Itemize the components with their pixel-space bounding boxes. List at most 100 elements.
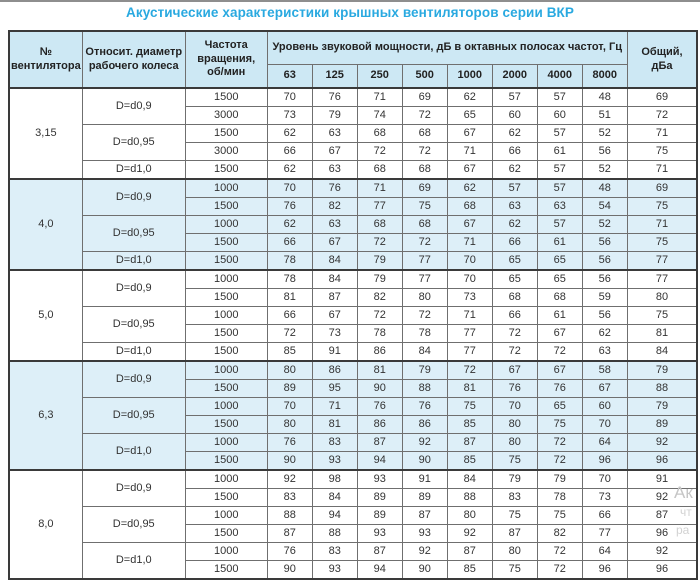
value-cell: 87 <box>446 542 493 561</box>
value-cell: 87 <box>491 524 538 543</box>
table-row: D=d0,95 1000 62 63 68 68 67 62 57 52 71 <box>9 215 698 252</box>
value-cell: 75 <box>401 197 448 216</box>
header-freq-1000: 1000 <box>446 64 493 89</box>
value-cell: 96 <box>581 560 628 580</box>
table-row: D=d0,95 1000 66 67 72 72 71 66 61 56 75 <box>9 306 698 343</box>
value-cell: 81 <box>311 415 358 434</box>
value-cell: 66 <box>491 142 538 161</box>
value-cell: 62 <box>491 215 538 234</box>
value-cell: 95 <box>311 379 358 398</box>
value-cell: 75 <box>491 506 538 525</box>
value-cell: 70 <box>266 87 313 107</box>
value-cell: 67 <box>536 360 583 380</box>
value-cell: 63 <box>581 342 628 362</box>
table-row: D=d0,95 1000 88 94 89 87 80 75 75 66 87 <box>9 506 698 543</box>
value-cell: 62 <box>266 160 313 180</box>
value-cell: 67 <box>446 124 493 143</box>
value-cell: 93 <box>401 524 448 543</box>
value-cell: 87 <box>356 433 403 452</box>
total-cell: 92 <box>626 488 698 507</box>
value-cell: 67 <box>311 142 358 161</box>
value-cell: 66 <box>266 142 313 161</box>
value-cell: 81 <box>266 288 313 307</box>
value-cell: 79 <box>536 469 583 489</box>
speed-cell: 1500 <box>184 160 268 180</box>
value-cell: 83 <box>266 488 313 507</box>
total-cell: 81 <box>626 324 698 343</box>
diameter-cell: D=d0,95 <box>81 124 186 161</box>
value-cell: 86 <box>401 415 448 434</box>
value-cell: 76 <box>266 542 313 561</box>
table-row: 1500 87 88 93 93 92 87 82 77 96 <box>9 524 698 543</box>
value-cell: 62 <box>491 160 538 180</box>
speed-cell: 3000 <box>184 106 268 125</box>
value-cell: 72 <box>401 142 448 161</box>
value-cell: 80 <box>401 288 448 307</box>
value-cell: 66 <box>266 233 313 252</box>
speed-cell: 1000 <box>184 433 268 452</box>
value-cell: 70 <box>581 469 628 489</box>
value-cell: 71 <box>446 306 493 325</box>
value-cell: 62 <box>266 124 313 143</box>
total-cell: 79 <box>626 360 698 380</box>
total-cell: 96 <box>626 524 698 543</box>
speed-cell: 1500 <box>184 233 268 252</box>
value-cell: 83 <box>311 433 358 452</box>
value-cell: 72 <box>536 451 583 471</box>
speed-cell: 1500 <box>184 524 268 543</box>
total-cell: 96 <box>626 451 698 471</box>
value-cell: 82 <box>311 197 358 216</box>
value-cell: 90 <box>266 560 313 580</box>
value-cell: 72 <box>491 342 538 362</box>
speed-cell: 1500 <box>184 451 268 471</box>
value-cell: 64 <box>581 433 628 452</box>
value-cell: 61 <box>536 306 583 325</box>
speed-cell: 1500 <box>184 197 268 216</box>
value-cell: 65 <box>446 106 493 125</box>
value-cell: 62 <box>491 124 538 143</box>
value-cell: 90 <box>266 451 313 471</box>
diameter-cell: D=d1,0 <box>81 160 186 180</box>
value-cell: 86 <box>356 415 403 434</box>
value-cell: 76 <box>266 197 313 216</box>
total-cell: 79 <box>626 397 698 416</box>
total-cell: 87 <box>626 506 698 525</box>
table-row: 1500 66 67 72 72 71 66 61 56 75 <box>9 233 698 252</box>
value-cell: 57 <box>536 178 583 198</box>
table-row: D=d1,0 1500 85 91 86 84 77 72 72 63 84 <box>9 342 698 362</box>
total-cell: 84 <box>626 342 698 362</box>
header-freq-63: 63 <box>266 64 313 89</box>
table-row: 4,0 D=d0,9 1000 70 76 71 69 62 57 57 48 69 <box>8 178 698 271</box>
value-cell: 94 <box>311 506 358 525</box>
value-cell: 52 <box>581 124 628 143</box>
header-freq-2000: 2000 <box>491 64 538 89</box>
value-cell: 71 <box>311 397 358 416</box>
value-cell: 86 <box>311 360 358 380</box>
total-cell: 75 <box>626 142 698 161</box>
value-cell: 74 <box>356 106 403 125</box>
value-cell: 57 <box>536 215 583 234</box>
value-cell: 57 <box>536 124 583 143</box>
acoustic-table: № вентилятора Относит. диаметр рабочего … <box>8 30 699 580</box>
value-cell: 80 <box>266 415 313 434</box>
value-cell: 80 <box>491 542 538 561</box>
diameter-cell: D=d1,0 <box>81 251 186 271</box>
value-cell: 68 <box>401 215 448 234</box>
total-cell: 77 <box>626 269 698 289</box>
value-cell: 72 <box>536 342 583 362</box>
value-cell: 61 <box>536 142 583 161</box>
value-cell: 57 <box>536 160 583 180</box>
value-cell: 65 <box>491 269 538 289</box>
value-cell: 84 <box>401 342 448 362</box>
total-cell: 71 <box>626 124 698 143</box>
value-cell: 90 <box>401 451 448 471</box>
table-row: 1500 72 73 78 78 77 72 67 62 81 <box>9 324 698 343</box>
value-cell: 87 <box>311 288 358 307</box>
value-cell: 88 <box>446 488 493 507</box>
value-cell: 72 <box>401 233 448 252</box>
table-row: D=d0,95 1000 70 71 76 76 75 70 65 60 79 <box>9 397 698 434</box>
value-cell: 71 <box>446 233 493 252</box>
value-cell: 72 <box>356 233 403 252</box>
value-cell: 98 <box>311 469 358 489</box>
value-cell: 68 <box>401 124 448 143</box>
